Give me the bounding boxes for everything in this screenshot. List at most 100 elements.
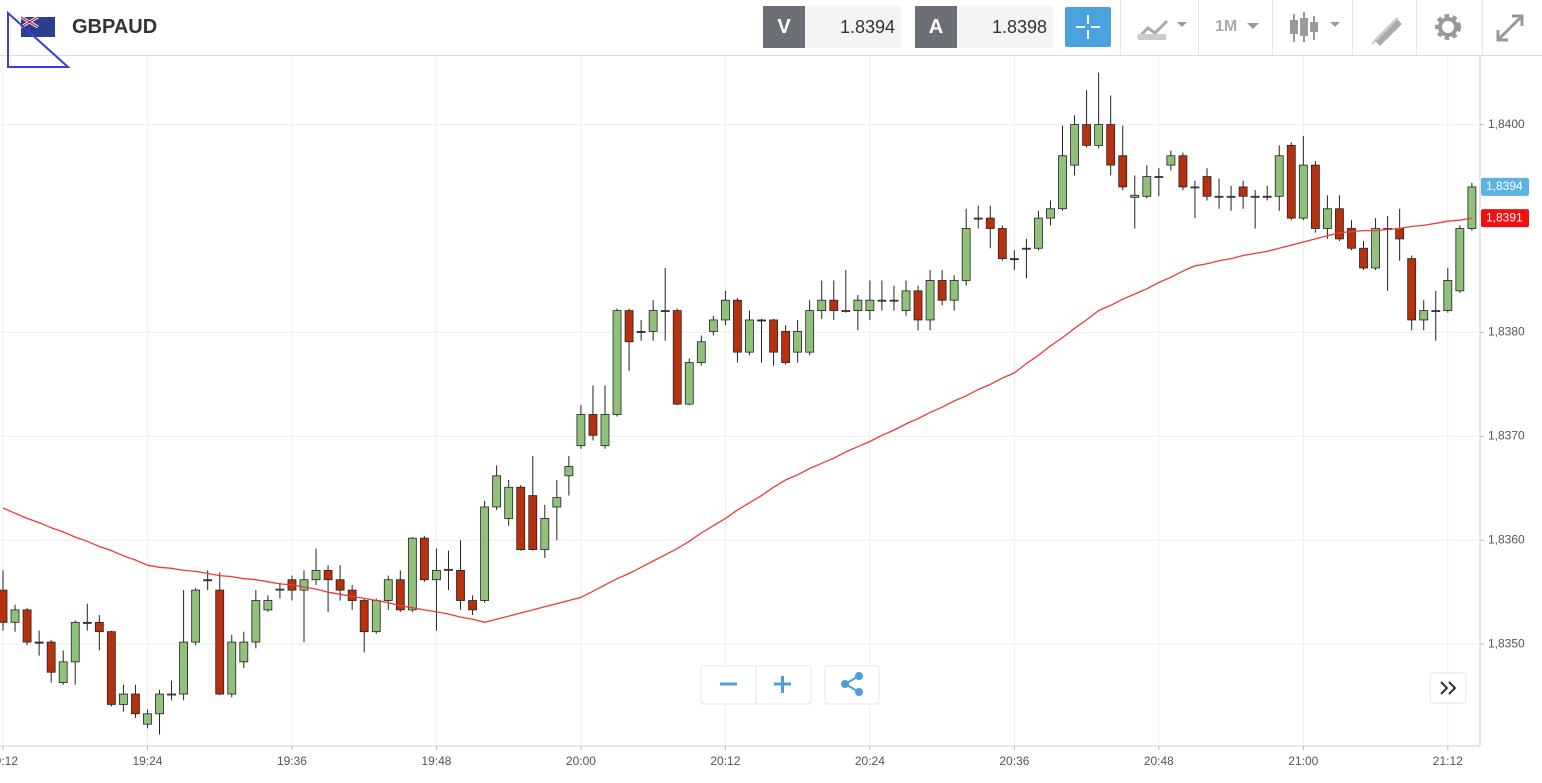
candle-body [155, 693, 164, 715]
candle-body [1286, 144, 1296, 219]
symbol: GBPAUD [72, 16, 158, 38]
candle-body [757, 319, 766, 322]
candle-body [395, 579, 405, 611]
candle-body [1359, 247, 1368, 269]
candle-body [323, 569, 333, 581]
fullscreen-button[interactable] [1490, 8, 1530, 48]
candle-body [853, 299, 863, 311]
candle-body [672, 310, 682, 405]
candle-body [468, 600, 477, 611]
separator [1352, 0, 1353, 55]
flag [7, 10, 71, 68]
candle-body [1214, 195, 1224, 198]
y-tick-label: 1,8380 [1488, 325, 1525, 339]
ask-price[interactable]: 1.8398 [957, 6, 1053, 48]
candle-body [191, 589, 201, 643]
candle-body [1202, 176, 1212, 197]
x-tick-label: 19:48 [421, 754, 451, 768]
zoom-in[interactable] [774, 676, 791, 693]
candle-body [1034, 217, 1043, 249]
candle-body [1443, 280, 1453, 311]
bid-label[interactable]: V [763, 6, 805, 48]
dropdown-arrow [1247, 23, 1259, 29]
candle-body [973, 217, 983, 220]
candle-body [263, 600, 273, 611]
candle-body [1130, 194, 1140, 198]
candle-body [793, 330, 803, 353]
candle-body [1323, 208, 1332, 229]
candle-body [540, 518, 550, 550]
candle-body [913, 290, 923, 321]
x-tick-label: 21:12 [1433, 754, 1463, 768]
candle-body [600, 414, 610, 447]
candle-body [143, 713, 152, 725]
candle-body [528, 495, 538, 550]
candle-body [239, 641, 249, 663]
candle-body [1371, 228, 1380, 269]
candle-body [1178, 155, 1188, 188]
settings-button[interactable] [1428, 7, 1468, 47]
candle-body [444, 568, 453, 571]
share-button[interactable] [824, 665, 880, 705]
candle-body [985, 217, 995, 229]
candle-body [1250, 195, 1260, 198]
chart-type-button[interactable] [1135, 8, 1195, 48]
candle-body [660, 310, 670, 312]
candle-body [1419, 310, 1429, 321]
x-tick-label: 19:24 [132, 754, 162, 768]
x-tick-label: 20:48 [1144, 754, 1174, 768]
candle-body [889, 299, 899, 302]
candle-body [1274, 155, 1284, 197]
draw-tool-button[interactable] [1368, 8, 1408, 48]
x-tick-label: 20:24 [855, 754, 885, 768]
crosshair-button[interactable] [1065, 7, 1111, 47]
candle-body [203, 579, 213, 582]
candle-body [829, 299, 839, 311]
moving-average [2, 217, 1473, 623]
candle-body [215, 589, 225, 695]
candle-body [684, 362, 694, 405]
candle-body [901, 290, 911, 311]
candle-body [961, 228, 971, 281]
candle-body [94, 621, 104, 633]
candle-body [131, 693, 140, 715]
candle-body [1395, 228, 1405, 240]
y-tick-label: 1,8350 [1488, 636, 1525, 650]
candle-body [781, 330, 790, 363]
timeframe[interactable]: 1M [1215, 18, 1238, 35]
candle-body [769, 319, 778, 353]
candle-body [1190, 186, 1200, 189]
candle-body [1226, 195, 1236, 198]
candle-body [407, 537, 417, 611]
candle-body [1310, 164, 1320, 229]
separator [1416, 0, 1417, 55]
x-tick-label: 20:00 [566, 754, 596, 768]
candle-body [708, 319, 718, 332]
candle-body [179, 641, 189, 695]
candle-body [1082, 124, 1091, 146]
grid [0, 56, 1480, 746]
candle-body [58, 661, 68, 684]
candle-body [227, 641, 237, 695]
candle-body [1094, 124, 1104, 146]
separator [1482, 0, 1483, 55]
candle-body [733, 299, 742, 353]
candle-body [805, 310, 815, 353]
candle-body [82, 621, 92, 624]
candle-body [1070, 124, 1079, 166]
bid-price[interactable]: 1.8394 [805, 6, 901, 48]
candle-body [1298, 164, 1308, 219]
y-tick-label: 1,8360 [1488, 532, 1525, 546]
candle-body [865, 299, 875, 311]
x-tick-label: 19:12 [0, 754, 18, 768]
candle-body [564, 466, 574, 477]
candle-type-button[interactable] [1288, 8, 1348, 48]
candle-body [1022, 247, 1031, 250]
ask-label[interactable]: A [915, 6, 957, 48]
candle-body [1262, 195, 1272, 198]
candle-body [504, 486, 514, 519]
candle-body [46, 641, 56, 673]
candle-body [1106, 124, 1116, 166]
candle-body [516, 486, 526, 550]
candle-body [1166, 155, 1176, 166]
